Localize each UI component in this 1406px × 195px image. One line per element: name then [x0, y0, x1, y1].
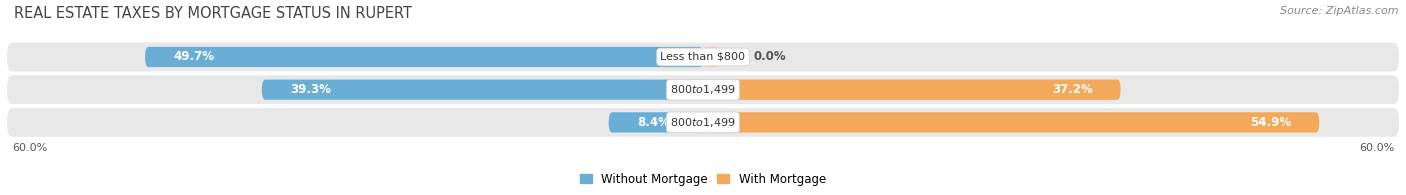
FancyBboxPatch shape: [7, 75, 1399, 104]
Legend: Without Mortgage, With Mortgage: Without Mortgage, With Mortgage: [575, 168, 831, 190]
FancyBboxPatch shape: [145, 47, 703, 67]
Text: Source: ZipAtlas.com: Source: ZipAtlas.com: [1281, 6, 1399, 16]
Text: 8.4%: 8.4%: [637, 116, 669, 129]
FancyBboxPatch shape: [703, 112, 1319, 133]
FancyBboxPatch shape: [7, 108, 1399, 137]
Text: 49.7%: 49.7%: [173, 51, 214, 64]
Text: 54.9%: 54.9%: [1250, 116, 1291, 129]
FancyBboxPatch shape: [703, 47, 720, 67]
Text: Less than $800: Less than $800: [661, 52, 745, 62]
Text: $800 to $1,499: $800 to $1,499: [671, 116, 735, 129]
FancyBboxPatch shape: [7, 43, 1399, 71]
Text: $800 to $1,499: $800 to $1,499: [671, 83, 735, 96]
FancyBboxPatch shape: [262, 80, 703, 100]
Text: 0.0%: 0.0%: [754, 51, 786, 64]
FancyBboxPatch shape: [703, 80, 1121, 100]
Text: 39.3%: 39.3%: [290, 83, 330, 96]
FancyBboxPatch shape: [609, 112, 703, 133]
Text: 37.2%: 37.2%: [1052, 83, 1092, 96]
Text: REAL ESTATE TAXES BY MORTGAGE STATUS IN RUPERT: REAL ESTATE TAXES BY MORTGAGE STATUS IN …: [14, 6, 412, 21]
